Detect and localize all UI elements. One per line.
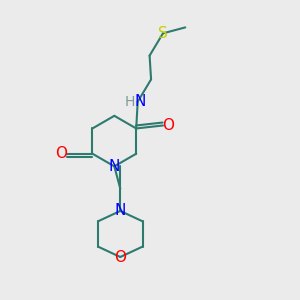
- Text: N: N: [109, 159, 120, 174]
- Text: S: S: [158, 26, 168, 41]
- Text: O: O: [162, 118, 174, 133]
- Text: N: N: [115, 203, 126, 218]
- Text: N: N: [135, 94, 146, 109]
- Text: H: H: [125, 95, 136, 109]
- Text: O: O: [55, 146, 67, 161]
- Text: O: O: [114, 250, 126, 265]
